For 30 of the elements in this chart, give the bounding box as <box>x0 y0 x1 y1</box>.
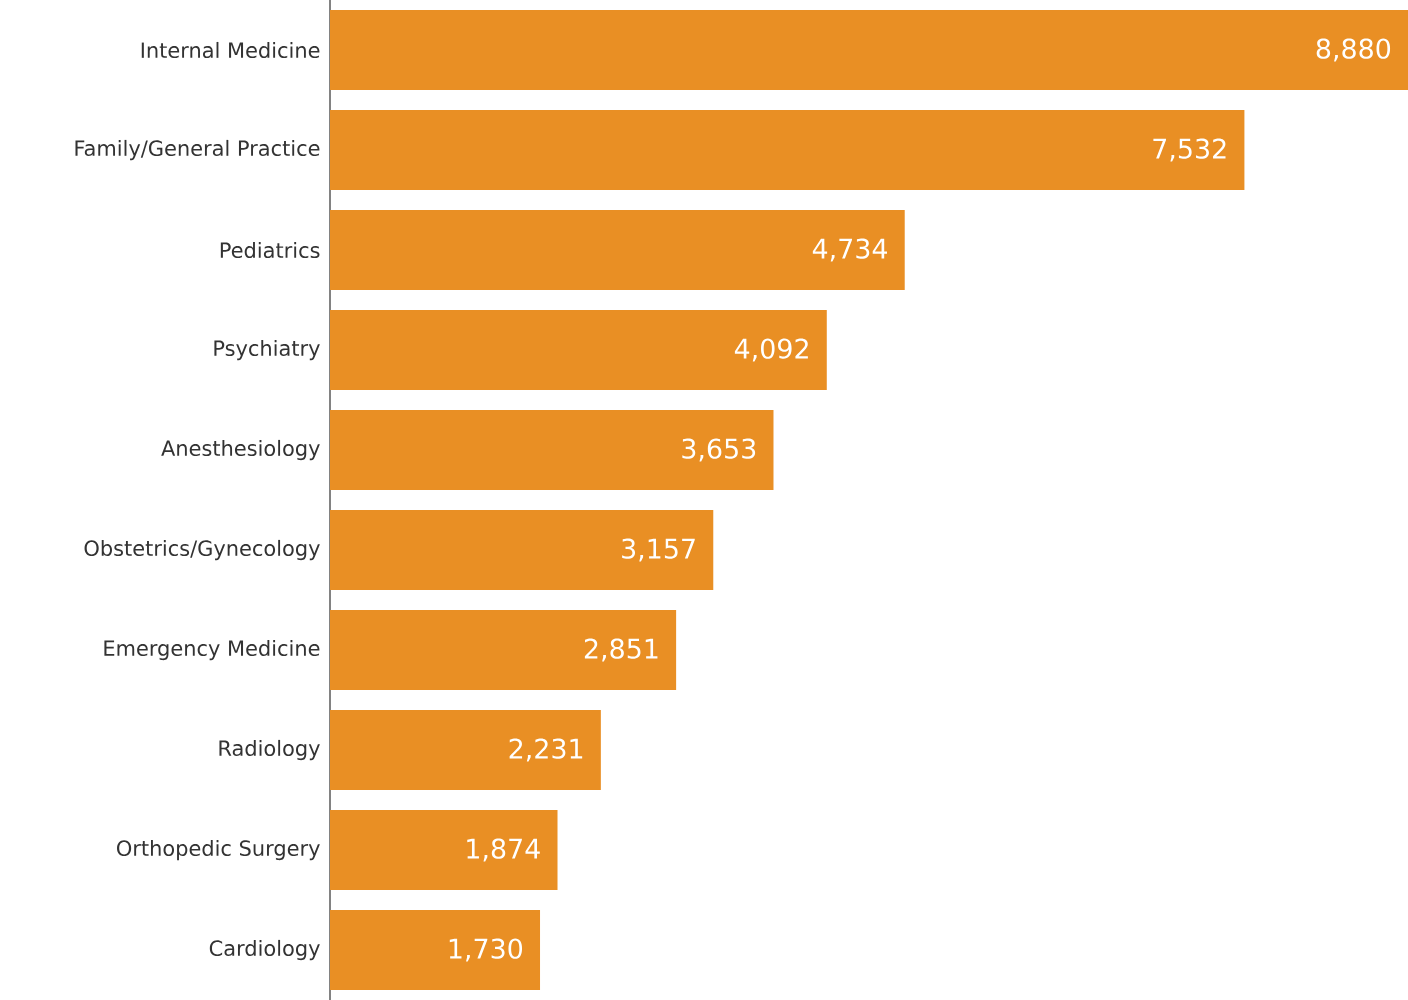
data-label: 3,653 <box>682 438 756 462</box>
data-label: 1,730 <box>449 938 523 962</box>
y-tick-label: Psychiatry <box>214 339 320 361</box>
y-tick-label: Internal Medicine <box>141 41 320 59</box>
bar <box>330 510 714 591</box>
data-label: 1,874 <box>467 838 540 862</box>
data-label: 2,851 <box>584 638 658 662</box>
y-tick-label: Pediatrics <box>220 241 320 259</box>
data-label: 3,157 <box>622 538 695 562</box>
bar <box>330 10 1408 91</box>
y-tick-label: Obstetrics/Gynecology <box>84 539 320 561</box>
bar <box>330 610 677 691</box>
bar <box>330 910 541 991</box>
y-tick-label: Orthopedic Surgery <box>117 839 320 861</box>
bar <box>330 410 774 491</box>
y-tick-label: Emergency Medicine <box>104 639 320 661</box>
data-label: 2,231 <box>509 738 583 762</box>
data-label: 8,880 <box>1316 38 1391 62</box>
y-tick-label: Anesthesiology <box>161 439 320 461</box>
data-label: 7,532 <box>1153 138 1226 162</box>
data-label: 4,734 <box>812 238 887 262</box>
y-tick-label: Radiology <box>219 739 320 761</box>
data-label: 4,092 <box>734 338 808 362</box>
y-tick-label: Family/General Practice <box>75 139 320 161</box>
bar <box>330 110 1245 191</box>
bar <box>330 810 558 891</box>
bar <box>330 210 905 291</box>
bar <box>330 710 601 791</box>
bar <box>330 310 827 391</box>
y-tick-label: Cardiology <box>209 939 320 961</box>
